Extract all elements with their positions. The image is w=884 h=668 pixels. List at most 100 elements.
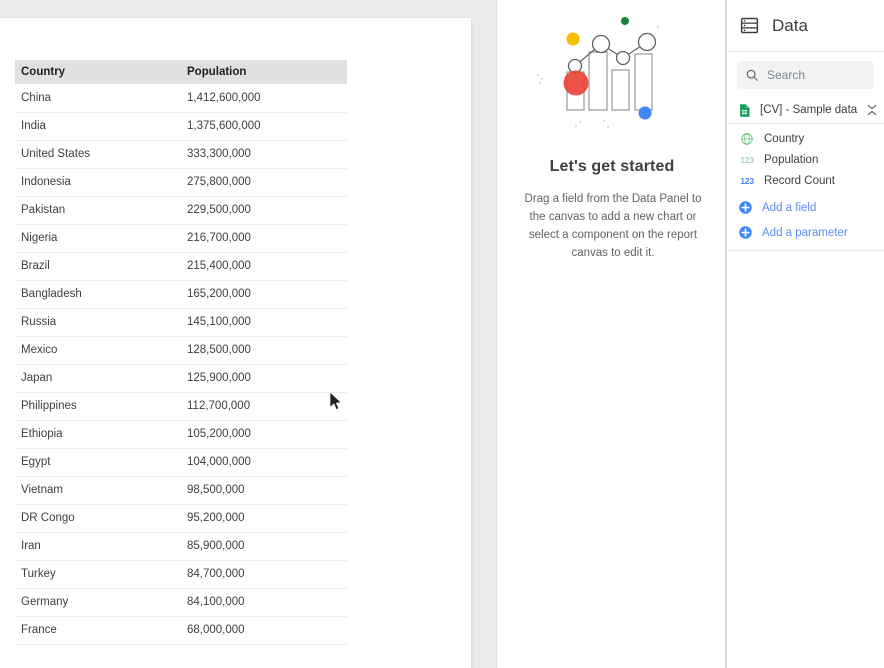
cell-country: Turkey — [15, 560, 181, 589]
table-row[interactable]: Mexico 128,500,000 — [15, 336, 347, 365]
table-row[interactable]: Russia 145,100,000 — [15, 308, 347, 337]
table-row[interactable]: Bangladesh 165,200,000 — [15, 280, 347, 309]
table-row[interactable]: United States 333,300,000 — [15, 140, 347, 169]
table-row[interactable]: Philippines 112,700,000 — [15, 392, 347, 421]
table-row[interactable]: Iran 85,900,000 — [15, 532, 347, 561]
cell-population: 85,900,000 — [181, 532, 347, 561]
field-label: Country — [764, 132, 805, 145]
cell-population: 1,412,600,000 — [181, 84, 347, 113]
population-table[interactable]: Country Population China 1,412,600,000 Ind… — [15, 60, 347, 645]
fields-list: Country 123 Population 123 Record Count — [727, 123, 884, 191]
search-placeholder: Search — [767, 68, 806, 82]
table-row[interactable]: Nigeria 216,700,000 — [15, 224, 347, 253]
cell-population: 84,100,000 — [181, 588, 347, 617]
geo-globe-icon — [740, 132, 754, 146]
table-row[interactable]: Japan 125,900,000 — [15, 364, 347, 393]
table-row[interactable]: Ethiopia 105,200,000 — [15, 420, 347, 449]
cell-country: Germany — [15, 588, 181, 617]
cell-country: India — [15, 112, 181, 141]
cell-population: 105,200,000 — [181, 420, 347, 449]
cell-country: United States — [15, 140, 181, 169]
table-row[interactable]: Turkey 84,700,000 — [15, 560, 347, 589]
add-action-label: Add a field — [762, 201, 817, 214]
table-row[interactable]: China 1,412,600,000 — [15, 84, 347, 113]
search-input[interactable]: Search — [737, 61, 874, 89]
add-action-label: Add a parameter — [762, 226, 848, 239]
collapse-chevrons-icon[interactable] — [866, 103, 878, 117]
cell-population: 215,400,000 — [181, 252, 347, 281]
cell-country: Mexico — [15, 336, 181, 365]
number-123-icon: 123 — [740, 175, 754, 186]
data-list-icon — [739, 15, 760, 36]
cell-population: 68,000,000 — [181, 616, 347, 645]
cell-country: Russia — [15, 308, 181, 337]
field-row-country[interactable]: Country — [727, 128, 884, 149]
table-body: China 1,412,600,000 India 1,375,600,000 Unit… — [15, 84, 347, 645]
search-icon — [745, 68, 759, 82]
table-row[interactable]: DR Congo 95,200,000 — [15, 504, 347, 533]
cell-country: Indonesia — [15, 168, 181, 197]
table-row[interactable]: India 1,375,600,000 — [15, 112, 347, 141]
cell-population: 145,100,000 — [181, 308, 347, 337]
cell-population: 112,700,000 — [181, 392, 347, 421]
cell-population: 84,700,000 — [181, 560, 347, 589]
cell-country: Egypt — [15, 448, 181, 477]
data-panel: Data Search — [726, 0, 884, 668]
cell-country: Iran — [15, 532, 181, 561]
get-started-title: Let's get started — [549, 158, 675, 175]
cell-population: 95,200,000 — [181, 504, 347, 533]
data-panel-header: Data — [727, 0, 884, 52]
number-123-icon: 123 — [740, 154, 754, 165]
search-row: Search — [727, 52, 884, 97]
table-row[interactable]: France 68,000,000 — [15, 616, 347, 645]
cell-population: 98,500,000 — [181, 476, 347, 505]
data-source-label: [CV] - Sample data ... — [760, 104, 858, 116]
cell-population: 275,800,000 — [181, 168, 347, 197]
cell-country: Bangladesh — [15, 280, 181, 309]
data-source-row[interactable]: [CV] - Sample data ... — [727, 97, 884, 123]
column-header-country[interactable]: Country — [15, 60, 181, 84]
report-canvas-area[interactable]: Country Population China 1,412,600,000 Ind… — [0, 0, 496, 668]
table-row[interactable]: Brazil 215,400,000 — [15, 252, 347, 281]
get-started-description: Drag a field from the Data Panel to the … — [524, 193, 702, 259]
cell-country: Philippines — [15, 392, 181, 421]
cell-population: 125,900,000 — [181, 364, 347, 393]
field-label: Population — [764, 153, 819, 166]
cell-country: Japan — [15, 364, 181, 393]
table-row[interactable]: Indonesia 275,800,000 — [15, 168, 347, 197]
add-a-parameter-button[interactable]: Add a parameter — [727, 220, 884, 245]
cell-population: 128,500,000 — [181, 336, 347, 365]
report-page[interactable]: Country Population China 1,412,600,000 Ind… — [0, 18, 471, 668]
table-header-row: Country Population — [15, 60, 347, 84]
cell-country: Brazil — [15, 252, 181, 281]
cell-population: 165,200,000 — [181, 280, 347, 309]
field-label: Record Count — [764, 174, 835, 187]
add-actions-list: Add a field Add a parameter — [727, 191, 884, 251]
bar-line-chart-illustration — [497, 8, 727, 136]
data-panel-title: Data — [772, 15, 808, 35]
field-row-population[interactable]: 123 Population — [727, 149, 884, 170]
table-row[interactable]: Pakistan 229,500,000 — [15, 196, 347, 225]
cell-population: 216,700,000 — [181, 224, 347, 253]
cell-population: 104,000,000 — [181, 448, 347, 477]
cell-country: DR Congo — [15, 504, 181, 533]
cell-country: France — [15, 616, 181, 645]
cell-population: 229,500,000 — [181, 196, 347, 225]
cell-population: 1,375,600,000 — [181, 112, 347, 141]
table-row[interactable]: Vietnam 98,500,000 — [15, 476, 347, 505]
field-row-record-count[interactable]: 123 Record Count — [727, 170, 884, 191]
add-circle-icon — [738, 200, 753, 215]
table-row[interactable]: Germany 84,100,000 — [15, 588, 347, 617]
add-a-field-button[interactable]: Add a field — [727, 195, 884, 220]
table-row[interactable]: Egypt 104,000,000 — [15, 448, 347, 477]
cell-country: Vietnam — [15, 476, 181, 505]
cell-country: Pakistan — [15, 196, 181, 225]
cell-country: Nigeria — [15, 224, 181, 253]
cell-country: China — [15, 84, 181, 113]
properties-panel: Let's get started Drag a field from the … — [496, 0, 726, 668]
add-circle-icon — [738, 225, 753, 240]
column-header-population[interactable]: Population — [181, 60, 347, 84]
google-sheets-icon — [737, 103, 752, 118]
cell-country: Ethiopia — [15, 420, 181, 449]
